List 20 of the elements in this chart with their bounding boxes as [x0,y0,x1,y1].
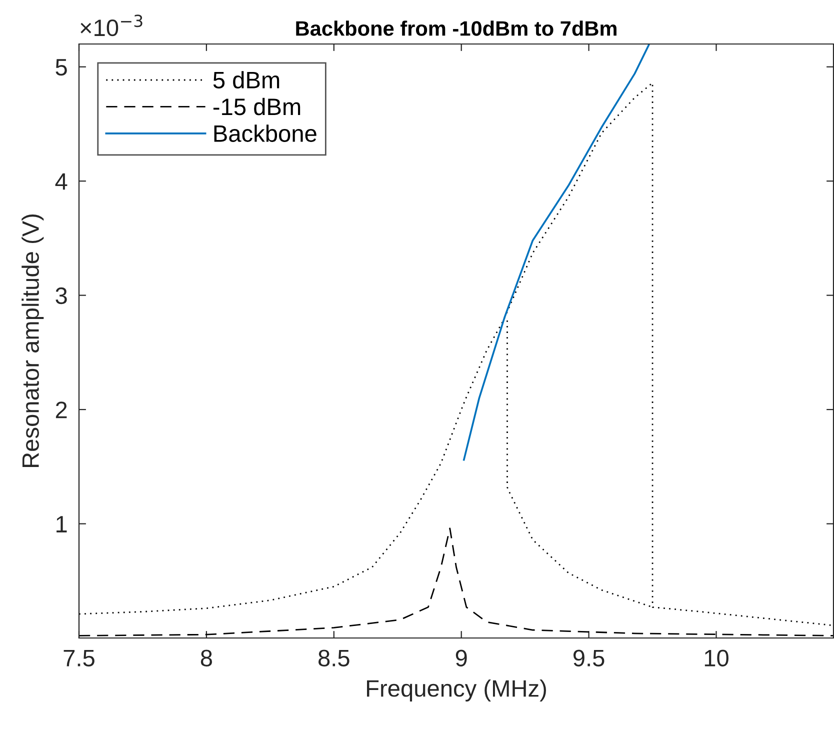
line-series [462,44,650,461]
x-tick-label: 10 [704,650,728,666]
x-tick-label: 9 [456,650,467,666]
y-tick-label: 5 [56,59,67,76]
y-tick-label: 2 [56,402,67,418]
x-tick-label: 8.5 [318,650,350,666]
x-tick-label: 7.5 [64,650,94,666]
x-axis-title: Frequency (MHz) [367,679,546,702]
legend-label: Backbone [214,124,316,142]
legend-label: 5 dBm [213,71,280,88]
text: ×10$^{−3}$ [80,14,142,36]
chart-title: Backbone from -10dBm to 7dBm [296,20,616,36]
y-tick-label: 1 [56,516,67,532]
legend-label: -15 dBm [213,98,300,116]
line-series [79,528,834,636]
x-tick-label: 9.5 [573,650,604,666]
y-tick-label: 3 [56,287,67,304]
x-tick-label: 8 [200,650,212,666]
y-axis-title: Resonator amplitude (V) [22,214,44,468]
y-tick-label: 4 [55,173,68,190]
